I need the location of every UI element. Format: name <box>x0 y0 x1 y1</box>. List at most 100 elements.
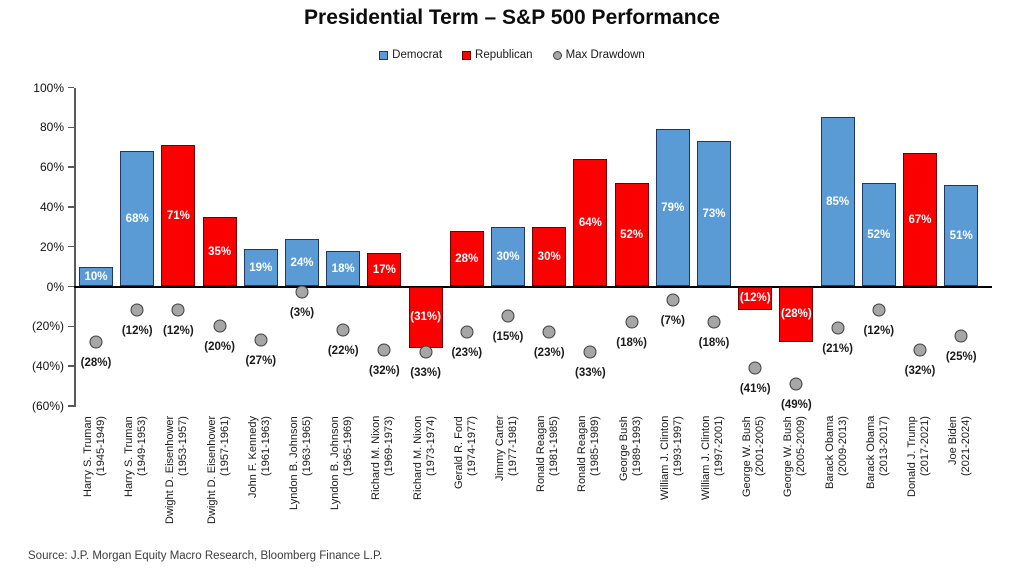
term-return-bar <box>738 286 773 311</box>
max-drawdown-marker <box>583 345 597 359</box>
term-return-value-label: 35% <box>208 245 232 258</box>
term-return-value-label: 85% <box>826 195 850 208</box>
max-drawdown-marker <box>666 293 680 307</box>
x-axis-president-label: George Bush (1989-1993) <box>618 416 644 544</box>
president-name: Barack Obama <box>864 416 877 490</box>
y-axis-line <box>74 88 76 407</box>
term-return-bar <box>202 216 237 287</box>
y-axis-tick-label: (20%) <box>31 319 64 334</box>
y-axis-tickmark <box>68 285 74 288</box>
max-drawdown-marker <box>872 303 886 317</box>
president-years: (1974-1977) <box>465 416 478 476</box>
max-drawdown-value-label: (20%) <box>204 341 235 354</box>
term-return-value-label: 79% <box>661 201 685 214</box>
legend: Democrat Republican Max Drawdown <box>0 49 1024 61</box>
max-drawdown-value-label: (27%) <box>245 355 277 368</box>
max-drawdown-marker <box>377 343 391 357</box>
term-return-value-label: 52% <box>867 228 891 241</box>
y-axis-tick-label: 40% <box>39 199 64 214</box>
x-axis-president-label: Dwight D. Eisenhower (1953-1957) <box>164 416 190 544</box>
x-axis-president-label: Barack Obama (2013-2017) <box>865 416 891 544</box>
term-return-bar <box>820 117 855 287</box>
president-name: George W. Bush <box>741 416 754 497</box>
term-return-value-label: 24% <box>290 256 314 269</box>
x-axis-president-label: Gerald R. Ford (1974-1977) <box>453 416 479 544</box>
x-axis-president-label: George W. Bush (2001-2005) <box>741 416 767 544</box>
term-return-bar <box>449 230 484 287</box>
term-return-bar <box>532 226 567 287</box>
president-years: (2013-2017) <box>877 416 890 476</box>
x-axis-president-label: Harry S. Truman (1949-1953) <box>123 416 149 544</box>
president-years: (2009-2013) <box>836 416 849 476</box>
president-years: (1969-1973) <box>383 416 396 476</box>
president-name: Jimmy Carter <box>494 416 506 482</box>
president-years: (2021-2024) <box>960 416 973 476</box>
max-drawdown-value-label: (18%) <box>616 337 647 350</box>
chart-title: Presidential Term – S&P 500 Performance <box>304 6 720 29</box>
x-axis-president-label: Richard M. Nixon (1969-1973) <box>370 416 396 544</box>
max-drawdown-marker <box>542 325 556 339</box>
legend-democrat-label: Democrat <box>392 49 443 61</box>
president-years: (1945-1949) <box>95 416 107 476</box>
president-name: John F. Kennedy <box>246 416 259 498</box>
president-name: Joe Biden <box>947 416 960 465</box>
x-axis-president-label: Richard M. Nixon (1973-1974) <box>412 416 438 544</box>
president-years: (1973-1974) <box>424 416 437 476</box>
max-drawdown-marker <box>336 323 350 337</box>
president-name: Barack Obama <box>823 416 836 490</box>
max-drawdown-value-label: (12%) <box>163 325 194 338</box>
president-name: Dwight D. Eisenhower <box>164 416 177 525</box>
term-return-bar <box>573 159 608 287</box>
term-return-bar <box>779 286 814 343</box>
president-name: Gerald R. Ford <box>452 416 465 489</box>
x-axis-president-label: Lyndon B. Johnson (1965-1969) <box>329 416 355 544</box>
president-years: (1997-2001) <box>713 416 725 476</box>
democrat-swatch-icon <box>379 50 389 60</box>
max-drawdown-marker <box>419 345 433 359</box>
term-return-value-label: 67% <box>908 213 932 226</box>
president-name: Harry S. Truman <box>82 416 94 497</box>
y-axis-tick-label: 20% <box>39 239 64 254</box>
max-drawdown-value-label: (23%) <box>533 347 565 360</box>
term-return-value-label: 64% <box>578 216 602 229</box>
x-axis-president-label: George W. Bush (2005-2009) <box>782 416 808 544</box>
term-return-value-label: (28%) <box>781 308 812 321</box>
max-drawdown-marker <box>130 303 144 317</box>
max-drawdown-value-label: (32%) <box>904 365 936 378</box>
max-drawdown-marker <box>789 377 803 391</box>
x-axis-president-label: Dwight D. Eisenhower (1957-1961) <box>206 416 232 544</box>
president-name: Richard M. Nixon <box>411 416 424 501</box>
max-drawdown-marker <box>707 315 721 329</box>
max-drawdown-marker <box>295 285 309 299</box>
x-axis-president-label: Lyndon B. Johnson (1963-1965) <box>288 416 314 544</box>
y-axis-tick-label: 80% <box>39 120 64 135</box>
president-name: George W. Bush <box>782 416 795 497</box>
y-axis-tick-label: 100% <box>33 80 64 95</box>
term-return-value-label: 28% <box>455 252 479 265</box>
legend-item-democrat: Democrat <box>379 49 442 61</box>
term-return-bar <box>655 129 690 287</box>
president-name: Lyndon B. Johnson <box>329 416 342 510</box>
max-drawdown-value-label: (18%) <box>698 337 730 350</box>
max-drawdown-value-label: (3%) <box>289 307 315 320</box>
president-name: Dwight D. Eisenhower <box>205 416 218 525</box>
term-return-value-label: 71% <box>166 209 190 222</box>
y-axis-tick-label: 60% <box>39 160 64 175</box>
term-return-bar <box>243 248 278 287</box>
max-drawdown-value-label: (12%) <box>121 325 153 338</box>
max-drawdown-marker <box>213 319 227 333</box>
y-axis-tick-label: 0% <box>46 279 64 294</box>
max-drawdown-marker <box>913 343 927 357</box>
x-axis-president-label: Jimmy Carter (1977-1981) <box>494 416 520 544</box>
term-return-value-label: (12%) <box>739 292 771 305</box>
president-years: (1981-1985) <box>548 416 561 476</box>
x-axis-president-label: Harry S. Truman (1945-1949) <box>82 416 108 544</box>
x-axis-president-label: Ronald Reagan (1985-1989) <box>576 416 602 544</box>
max-drawdown-marker <box>748 361 762 375</box>
legend-item-max-drawdown: Max Drawdown <box>552 49 645 61</box>
max-drawdown-marker <box>831 321 845 335</box>
president-years: (1977-1981) <box>507 416 519 476</box>
term-return-bar <box>614 183 649 287</box>
x-axis-president-label: William J. Clinton (1997-2001) <box>700 416 726 544</box>
